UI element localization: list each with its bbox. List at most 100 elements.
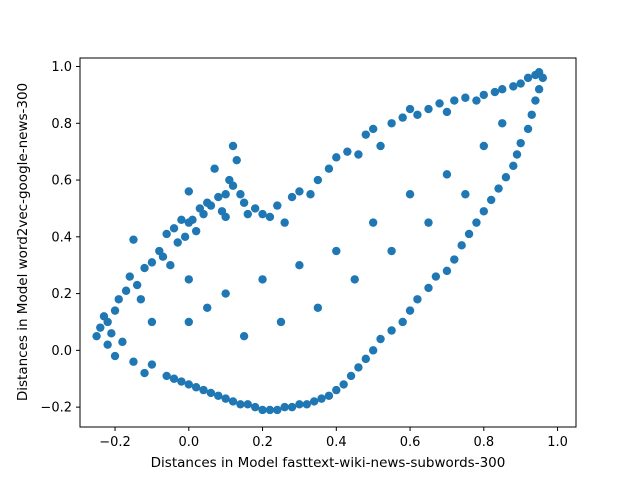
scatter-point: [132, 280, 142, 290]
scatter-point: [147, 360, 157, 369]
scatter-point: [376, 141, 385, 151]
scatter-point: [306, 190, 315, 199]
scatter-point: [346, 371, 356, 381]
scatter-point: [324, 391, 334, 400]
scatter-points: [92, 67, 548, 415]
scatter-point: [332, 385, 341, 395]
scatter-point: [177, 377, 186, 386]
y-tick-label: 1.0: [51, 60, 72, 75]
scatter-point: [538, 73, 548, 83]
scatter-point: [199, 385, 208, 395]
scatter-point: [169, 374, 179, 383]
x-tick-label: 1.0: [547, 435, 568, 450]
scatter-point: [162, 229, 171, 239]
x-tick-label: 0.0: [178, 435, 199, 450]
scatter-point: [258, 275, 267, 284]
scatter-point: [442, 266, 452, 276]
scatter-point: [398, 317, 407, 327]
scatter-point: [490, 87, 500, 97]
scatter-point: [461, 93, 470, 102]
scatter-point: [523, 124, 533, 134]
scatter-point: [527, 110, 536, 119]
scatter-point: [221, 394, 230, 403]
scatter-point: [295, 187, 304, 196]
scatter-point: [232, 155, 241, 165]
scatter-point: [158, 252, 168, 261]
scatter-point: [276, 317, 286, 327]
scatter-point: [405, 104, 415, 114]
scatter-point: [324, 164, 334, 173]
scatter-point: [450, 96, 459, 105]
x-axis-label: Distances in Model fasttext-wiki-news-su…: [151, 455, 506, 471]
scatter-point: [191, 226, 201, 236]
scatter-point: [184, 275, 193, 284]
scatter-point: [295, 400, 304, 409]
scatter-point: [129, 357, 138, 366]
scatter-point: [166, 261, 175, 270]
scatter-point: [387, 246, 396, 256]
scatter-point: [464, 229, 474, 239]
scatter-point: [457, 241, 466, 250]
scatter-point: [313, 175, 323, 185]
scatter-point: [184, 187, 193, 196]
y-axis-ticks: −0.2 0.0 0.2 0.4 0.6 0.8 1.0: [40, 60, 80, 416]
scatter-point: [368, 218, 378, 227]
scatter-point: [361, 354, 370, 364]
scatter-point: [413, 110, 422, 119]
scatter-point: [376, 334, 385, 344]
scatter-point: [512, 150, 522, 159]
scatter-point: [494, 184, 503, 193]
scatter-point: [368, 346, 378, 355]
scatter-point: [199, 209, 208, 219]
scatter-point: [118, 337, 127, 347]
scatter-point: [206, 201, 216, 210]
scatter-point: [313, 303, 323, 312]
y-axis-label: Distances in Model word2vec-google-news-…: [15, 83, 31, 401]
scatter-point: [361, 130, 370, 139]
scatter-point: [184, 317, 193, 327]
scatter-point: [265, 212, 275, 222]
scatter-point: [203, 303, 212, 312]
scatter-point: [287, 192, 297, 202]
scatter-point: [173, 238, 182, 247]
x-tick-label: −0.2: [99, 435, 131, 450]
scatter-point: [332, 153, 341, 162]
scatter-point: [424, 104, 433, 114]
scatter-point: [243, 209, 252, 219]
scatter-point: [236, 400, 245, 409]
scatter-point: [92, 331, 101, 341]
x-tick-label: 0.6: [400, 435, 421, 450]
scatter-point: [273, 201, 282, 210]
scatter-point: [309, 397, 319, 406]
scatter-point: [228, 181, 238, 190]
scatter-point: [295, 261, 304, 270]
scatter-point: [534, 85, 544, 94]
scatter-point: [107, 329, 116, 338]
scatter-point: [516, 79, 525, 88]
y-tick-label: 0.8: [51, 117, 72, 132]
scatter-point: [258, 405, 267, 415]
y-tick-label: 0.2: [51, 287, 72, 302]
scatter-point: [405, 190, 415, 199]
scatter-point: [140, 368, 149, 378]
scatter-point: [243, 400, 252, 409]
scatter-point: [354, 363, 363, 372]
scatter-point: [147, 317, 157, 327]
scatter-point: [250, 204, 260, 213]
scatter-point: [472, 218, 481, 227]
scatter-point: [509, 82, 518, 91]
scatter-point: [221, 289, 230, 298]
scatter-point: [498, 119, 507, 128]
scatter-point: [96, 323, 105, 332]
scatter-point: [184, 380, 193, 389]
scatter-point: [424, 283, 433, 293]
scatter-point: [413, 295, 422, 304]
scatter-point: [431, 272, 441, 281]
scatter-point: [265, 405, 275, 415]
scatter-point: [450, 255, 459, 264]
scatter-point: [236, 190, 245, 199]
plot-area-frame: [79, 57, 577, 428]
scatter-point: [479, 141, 489, 151]
